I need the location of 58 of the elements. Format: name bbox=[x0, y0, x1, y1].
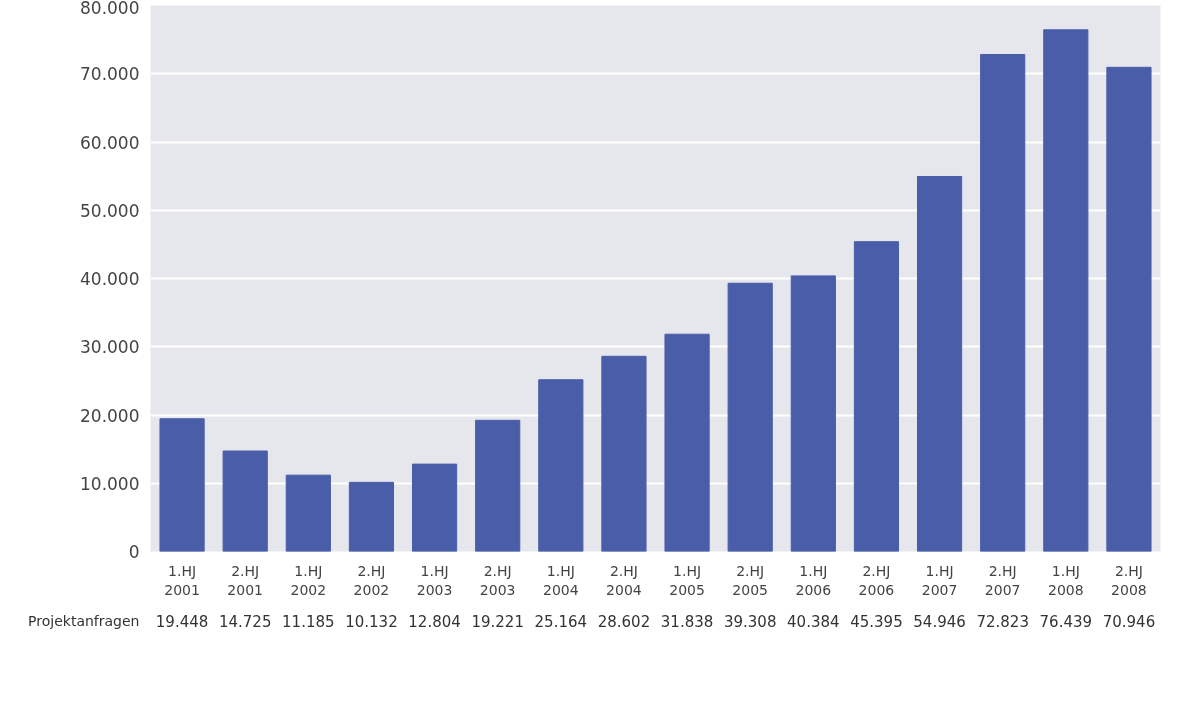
y-tick-label: 10.000 bbox=[80, 473, 140, 494]
y-tick-label: 30.000 bbox=[80, 337, 140, 358]
x-tick-label: 1.HJ 2001 bbox=[164, 562, 200, 598]
data-label: 72.823 bbox=[976, 612, 1029, 631]
bar bbox=[601, 355, 647, 552]
data-label: 10.132 bbox=[345, 612, 398, 631]
bar bbox=[285, 474, 331, 552]
data-label: 14.725 bbox=[218, 612, 272, 631]
bar bbox=[475, 419, 521, 552]
data-label: 28.602 bbox=[597, 612, 651, 631]
bar bbox=[853, 241, 900, 552]
bar bbox=[727, 282, 773, 552]
x-tick-label: 2.HJ 2006 bbox=[858, 562, 895, 598]
x-tick-label: 2.HJ 2001 bbox=[227, 562, 264, 598]
x-tick-label: 1.HJ 2007 bbox=[921, 562, 958, 598]
data-label: 19.448 bbox=[155, 612, 209, 631]
data-label: 39.308 bbox=[723, 612, 777, 631]
bar bbox=[538, 379, 584, 552]
x-tick-label: 1.HJ 2004 bbox=[543, 562, 579, 598]
x-tick-label: 1.HJ 2006 bbox=[795, 562, 832, 598]
bar bbox=[411, 463, 458, 552]
y-tick-label: 60.000 bbox=[80, 132, 140, 153]
y-tick-label: 20.000 bbox=[80, 405, 140, 426]
data-label: 40.384 bbox=[787, 612, 840, 631]
bar bbox=[1043, 29, 1089, 552]
x-tick-label: 2.HJ 2004 bbox=[606, 562, 642, 598]
x-tick-label: 2.HJ 2008 bbox=[1111, 562, 1147, 598]
data-label: 19.221 bbox=[471, 612, 524, 631]
data-label: 12.804 bbox=[408, 612, 461, 631]
x-tick-label: 1.HJ 2008 bbox=[1048, 562, 1084, 598]
y-tick-label: 50.000 bbox=[80, 200, 140, 221]
bar bbox=[916, 175, 963, 552]
x-tick-label: 1.HJ 2003 bbox=[416, 562, 453, 598]
bar bbox=[664, 333, 710, 552]
data-label: 31.838 bbox=[660, 612, 714, 631]
data-label: 54.946 bbox=[913, 612, 966, 631]
y-tick-label: 0 bbox=[128, 542, 140, 562]
x-tick-label: 1.HJ 2002 bbox=[290, 562, 327, 598]
bar bbox=[348, 481, 395, 552]
y-tick-label: 80.000 bbox=[80, 0, 140, 18]
x-tick-label: 2.HJ 2003 bbox=[479, 562, 516, 598]
data-label: 45.395 bbox=[850, 612, 903, 631]
data-label: 11.185 bbox=[282, 612, 335, 631]
text: Projektanfragen bbox=[28, 612, 140, 629]
y-tick-label: 40.000 bbox=[80, 269, 140, 289]
bar bbox=[222, 450, 268, 552]
x-tick-label: 2.HJ 2007 bbox=[984, 562, 1021, 598]
bar bbox=[159, 418, 205, 552]
bar bbox=[790, 275, 836, 552]
bar bbox=[980, 53, 1026, 552]
x-tick-label: 1.HJ 2005 bbox=[669, 562, 705, 598]
x-tick-label: 2.HJ 2002 bbox=[353, 562, 390, 598]
bar bbox=[1106, 66, 1152, 552]
y-tick-label: 70.000 bbox=[80, 64, 140, 85]
data-label: 76.439 bbox=[1039, 612, 1093, 631]
data-label: 70.946 bbox=[1102, 612, 1156, 631]
x-tick-label: 2.HJ 2005 bbox=[732, 562, 769, 598]
data-label: 25.164 bbox=[534, 612, 588, 631]
